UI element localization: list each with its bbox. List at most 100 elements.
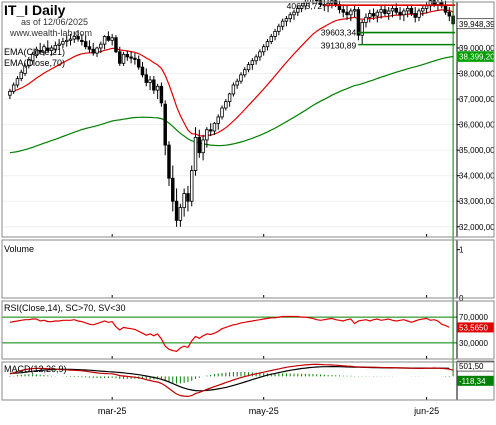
candle-body bbox=[254, 56, 258, 62]
candle-body bbox=[421, 7, 425, 12]
candle-body bbox=[159, 85, 164, 104]
candle-body bbox=[315, 0, 319, 2]
candle-body bbox=[409, 7, 414, 14]
candle-body bbox=[280, 20, 285, 27]
price-y-tick-label: 33,000,00 bbox=[459, 197, 495, 206]
candle-body bbox=[394, 7, 399, 13]
candle-body bbox=[144, 74, 148, 83]
candle-body bbox=[250, 60, 255, 65]
candle-body bbox=[152, 79, 156, 91]
volume-y-tick-label: 1 bbox=[459, 246, 464, 255]
candle-body bbox=[140, 66, 145, 76]
candle-body bbox=[205, 129, 209, 141]
candle-body bbox=[110, 37, 114, 41]
candle-body bbox=[224, 101, 228, 109]
candle-body bbox=[49, 47, 54, 51]
x-tick-label: mar-25 bbox=[98, 406, 127, 416]
candle-body bbox=[174, 200, 179, 221]
candle-body bbox=[201, 139, 205, 154]
price-axis: 32,000,00 33,000,00 34,000,00 35,000,00 36,0… bbox=[456, 2, 495, 237]
candle-body bbox=[220, 107, 224, 118]
volume-title: Volume bbox=[4, 244, 34, 254]
candle-body bbox=[360, 22, 364, 36]
candle-body bbox=[46, 47, 50, 51]
candle-body bbox=[53, 45, 58, 50]
legend-ema-fast: EMA(Close,21) bbox=[4, 47, 65, 57]
candle-body bbox=[371, 13, 376, 17]
candle-body bbox=[27, 59, 31, 67]
candle-body bbox=[30, 53, 35, 62]
candle-body bbox=[118, 51, 122, 64]
candle-body bbox=[390, 7, 395, 12]
candle-body bbox=[106, 36, 111, 41]
macd-title: MACD(12,26,9) bbox=[4, 364, 67, 374]
support-level-label: 39130,89 bbox=[321, 41, 357, 51]
candle-body bbox=[178, 207, 183, 221]
candle-body bbox=[38, 50, 42, 53]
resistance-level-label: 40675,72 bbox=[287, 1, 323, 11]
candle-body bbox=[148, 79, 152, 83]
macd-frame bbox=[1, 361, 495, 401]
candle-body bbox=[364, 16, 368, 23]
candle-body bbox=[405, 7, 410, 12]
candle-body bbox=[11, 84, 16, 92]
x-tick-label: jun-25 bbox=[413, 406, 439, 416]
last-price-tag: 39,948,39 bbox=[459, 20, 495, 29]
rsi-y-tick-label: 70,0000 bbox=[459, 313, 488, 322]
candle-body bbox=[333, 0, 338, 5]
candle-body bbox=[258, 51, 262, 58]
chart-title: IT_I Daily bbox=[4, 2, 66, 18]
candle-body bbox=[277, 25, 281, 32]
price-y-tick-label: 37,000,00 bbox=[459, 95, 495, 104]
candle-body bbox=[61, 41, 65, 45]
candle-body bbox=[136, 59, 141, 68]
candle-body bbox=[114, 37, 118, 53]
candle-body bbox=[72, 36, 77, 40]
price-y-tick-label: 35,000,00 bbox=[459, 146, 495, 155]
candle-body bbox=[121, 53, 126, 64]
candle-body bbox=[19, 71, 23, 80]
candle-body bbox=[273, 30, 277, 37]
candle-body bbox=[341, 9, 345, 13]
rsi-last-tag-bg bbox=[457, 322, 494, 333]
ema-slow-line bbox=[9, 55, 454, 154]
candle-body bbox=[383, 9, 387, 14]
candle-body bbox=[129, 56, 133, 59]
candle-body bbox=[375, 11, 380, 17]
candle-body bbox=[8, 91, 12, 96]
candle-body bbox=[246, 64, 251, 71]
rsi-title: RSI(Close,14), SC>70, SV<30 bbox=[4, 303, 126, 313]
price-candles bbox=[8, 0, 455, 227]
candle-body bbox=[368, 13, 372, 18]
candle-body bbox=[189, 170, 194, 202]
candle-body bbox=[23, 65, 27, 74]
candle-body bbox=[386, 10, 391, 14]
candle-body bbox=[182, 193, 186, 209]
rsi-y-tick-label: 30,0000 bbox=[459, 339, 488, 348]
candle-body bbox=[402, 10, 406, 16]
candle-body bbox=[197, 136, 202, 154]
support-level-label: 39603,34 bbox=[321, 28, 357, 38]
candle-body bbox=[379, 9, 383, 13]
price-series bbox=[9, 9, 454, 154]
rsi-last-tag: 53,5650 bbox=[459, 323, 488, 332]
candle-body bbox=[15, 78, 20, 86]
candle-body bbox=[95, 47, 99, 54]
candle-body bbox=[417, 10, 421, 18]
candle-body bbox=[87, 46, 92, 50]
candle-body bbox=[80, 39, 84, 42]
price-frame bbox=[1, 1, 495, 238]
candle-body bbox=[288, 14, 292, 20]
candle-body bbox=[227, 93, 232, 103]
candle-body bbox=[212, 122, 217, 132]
candle-body bbox=[216, 116, 220, 124]
price-y-tick-label: 32,000,00 bbox=[459, 223, 495, 232]
candle-body bbox=[163, 103, 167, 146]
candle-body bbox=[424, 5, 429, 9]
candle-body bbox=[239, 74, 243, 82]
candle-body bbox=[296, 7, 300, 13]
